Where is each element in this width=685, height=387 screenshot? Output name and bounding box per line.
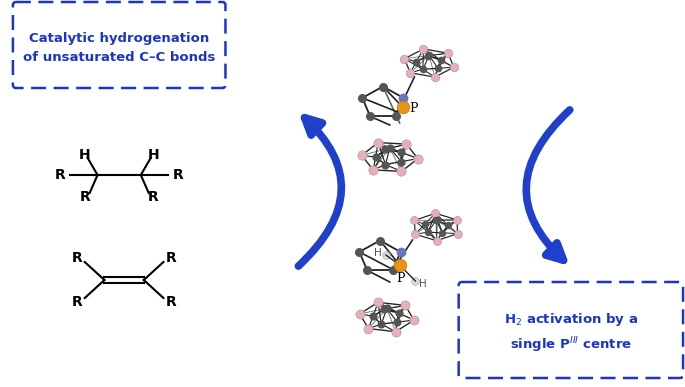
Text: P: P	[397, 272, 406, 286]
Text: H: H	[148, 148, 160, 162]
FancyBboxPatch shape	[13, 2, 225, 88]
Text: H: H	[419, 279, 427, 289]
Text: H$_2$ activation by a
single P$^{III}$ centre: H$_2$ activation by a single P$^{III}$ c…	[503, 310, 638, 356]
Text: R: R	[71, 295, 82, 309]
FancyBboxPatch shape	[459, 282, 683, 378]
Text: R: R	[166, 295, 177, 309]
Text: H: H	[374, 248, 382, 258]
Text: R: R	[55, 168, 66, 182]
Text: P: P	[410, 103, 418, 115]
Text: R: R	[166, 251, 177, 265]
Text: R: R	[173, 168, 184, 182]
Text: R: R	[71, 251, 82, 265]
Text: Catalytic hydrogenation
of unsaturated C–C bonds: Catalytic hydrogenation of unsaturated C…	[23, 32, 215, 64]
Text: R: R	[148, 190, 159, 204]
Text: H: H	[79, 148, 90, 162]
Text: R: R	[79, 190, 90, 204]
